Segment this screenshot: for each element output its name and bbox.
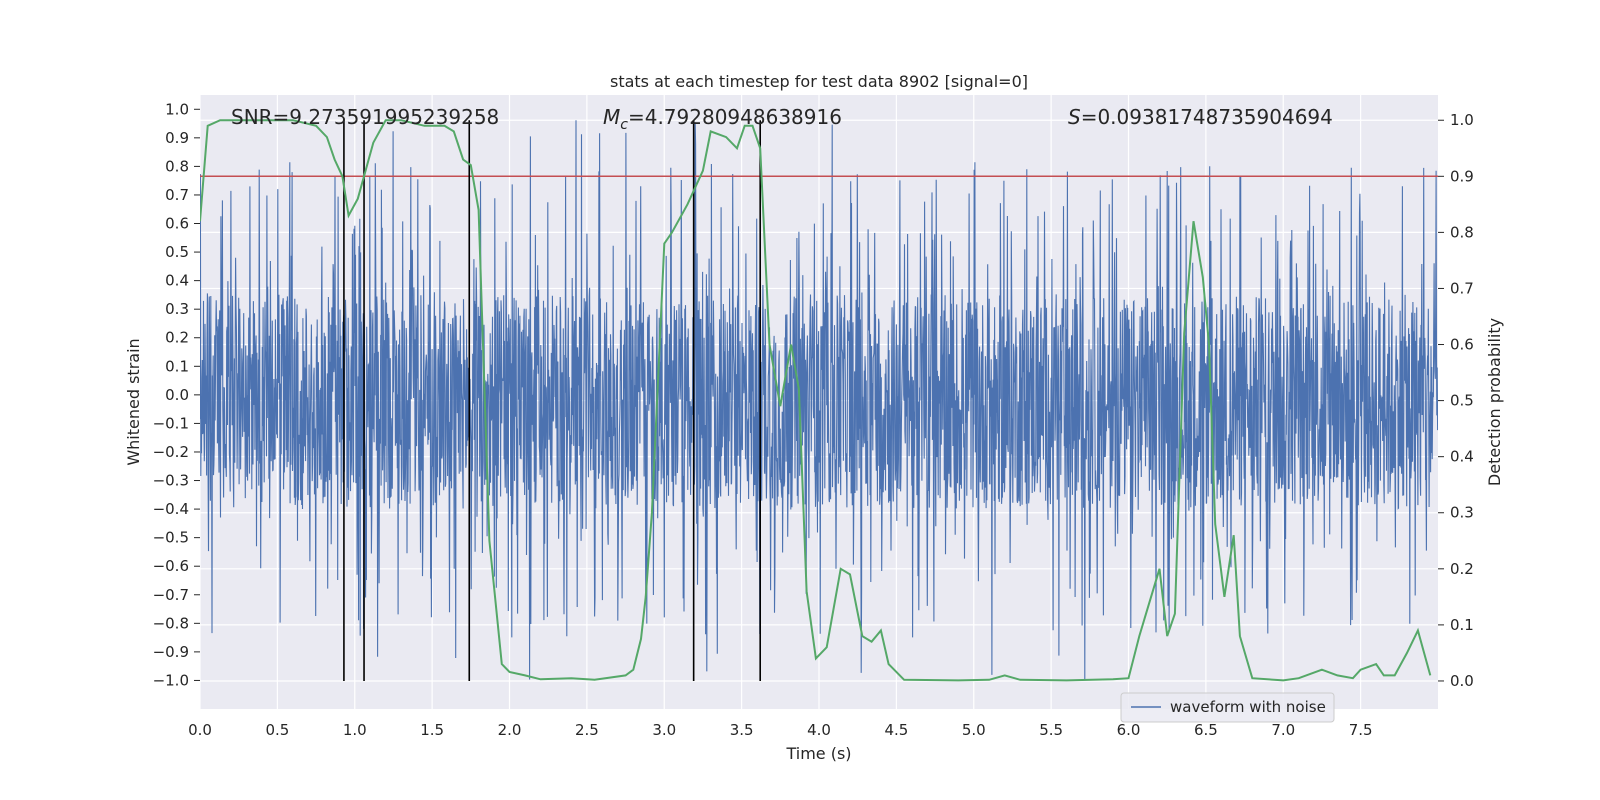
x-tick-label: 4.0 — [807, 721, 831, 739]
chirp-mass-symbol: M — [603, 105, 620, 129]
y-left-tick-label: 0.8 — [165, 157, 189, 175]
y-left-tick-label: −0.7 — [153, 586, 189, 604]
legend: waveform with noise — [1120, 692, 1335, 723]
y-right-tick-label: 0.8 — [1450, 223, 1474, 241]
legend-label-waveform: waveform with noise — [1170, 698, 1326, 716]
x-tick-label: 5.5 — [1039, 721, 1063, 739]
chart-title: stats at each timestep for test data 890… — [610, 72, 1028, 91]
y-right-axis-ticks: 1.0 0.9 0.8 0.7 0.6 0.5 0.4 0.3 0.2 0.1 0.0 — [1438, 111, 1474, 690]
y-left-tick-label: −0.1 — [153, 414, 189, 432]
s-symbol: S — [1068, 105, 1081, 129]
s-value: =0.09381748735904694 — [1081, 105, 1333, 129]
x-axis-ticks: 0.0 0.5 1.0 1.5 2.0 2.5 3.0 3.5 4.0 4.5 5.0 5.5 6.0 6… — [188, 721, 1372, 739]
x-tick-label: 3.0 — [652, 721, 676, 739]
y-left-tick-label: 0.9 — [165, 129, 189, 147]
y-left-tick-label: −0.5 — [153, 529, 189, 547]
x-tick-label: 6.5 — [1194, 721, 1218, 739]
x-tick-label: 2.5 — [575, 721, 599, 739]
y-left-tick-label: 0.4 — [165, 272, 189, 290]
chirp-mass-subscript: c — [620, 117, 628, 133]
y-left-tick-label: 0.2 — [165, 329, 189, 347]
y-right-tick-label: 0.2 — [1450, 560, 1474, 578]
x-tick-label: 5.0 — [962, 721, 986, 739]
x-axis-label: Time (s) — [785, 744, 851, 763]
y-left-axis-label: Whitened strain — [124, 338, 143, 465]
x-tick-label: 7.5 — [1349, 721, 1373, 739]
y-left-tick-label: −0.9 — [153, 643, 189, 661]
y-right-tick-label: 0.0 — [1450, 672, 1474, 690]
x-tick-label: 0.5 — [265, 721, 289, 739]
x-tick-label: 4.5 — [884, 721, 908, 739]
x-tick-label: 1.0 — [343, 721, 367, 739]
y-left-axis-ticks: 1.0 0.9 0.8 0.7 0.6 0.5 0.4 0.3 0.2 0.1 0.0 −0.1 −0.… — [153, 100, 200, 689]
y-left-tick-label: −0.2 — [153, 443, 189, 461]
y-left-tick-label: 0.7 — [165, 186, 189, 204]
y-right-tick-label: 0.6 — [1450, 336, 1474, 354]
y-left-tick-label: −0.8 — [153, 614, 189, 632]
y-left-tick-label: 0.1 — [165, 357, 189, 375]
x-tick-label: 0.0 — [188, 721, 212, 739]
y-right-tick-label: 0.9 — [1450, 167, 1474, 185]
y-left-tick-label: 0.0 — [165, 386, 189, 404]
legend-box — [1120, 692, 1335, 723]
y-right-tick-label: 0.7 — [1450, 279, 1474, 297]
chirp-mass-annotation: Mc=4.79280948638916 — [603, 105, 842, 133]
y-left-tick-label: 0.3 — [165, 300, 189, 318]
x-tick-label: 3.5 — [730, 721, 754, 739]
y-left-tick-label: −0.4 — [153, 500, 189, 518]
x-tick-label: 7.0 — [1271, 721, 1295, 739]
snr-annotation: SNR=9.273591995239258 — [231, 105, 499, 129]
chirp-mass-value: =4.79280948638916 — [628, 105, 842, 129]
y-right-tick-label: 0.3 — [1450, 504, 1474, 522]
y-right-axis-label: Detection probability — [1485, 318, 1504, 486]
y-left-tick-label: 0.6 — [165, 215, 189, 233]
y-left-tick-label: 1.0 — [165, 100, 189, 118]
x-tick-label: 2.0 — [498, 721, 522, 739]
y-left-tick-label: 0.5 — [165, 243, 189, 261]
s-annotation: S=0.09381748735904694 — [1068, 105, 1333, 129]
waveform-series — [200, 120, 1438, 680]
detection-probability-series — [200, 119, 1432, 682]
event-markers — [343, 120, 761, 681]
x-tick-label: 6.0 — [1117, 721, 1141, 739]
y-left-tick-label: −0.3 — [153, 472, 189, 490]
y-right-tick-label: 0.5 — [1450, 392, 1474, 410]
y-right-tick-label: 1.0 — [1450, 111, 1474, 129]
y-left-tick-label: −1.0 — [153, 671, 189, 689]
y-right-tick-label: 0.4 — [1450, 448, 1474, 466]
x-tick-label: 1.5 — [420, 721, 444, 739]
y-left-tick-label: −0.6 — [153, 557, 189, 575]
y-right-tick-label: 0.1 — [1450, 616, 1474, 634]
